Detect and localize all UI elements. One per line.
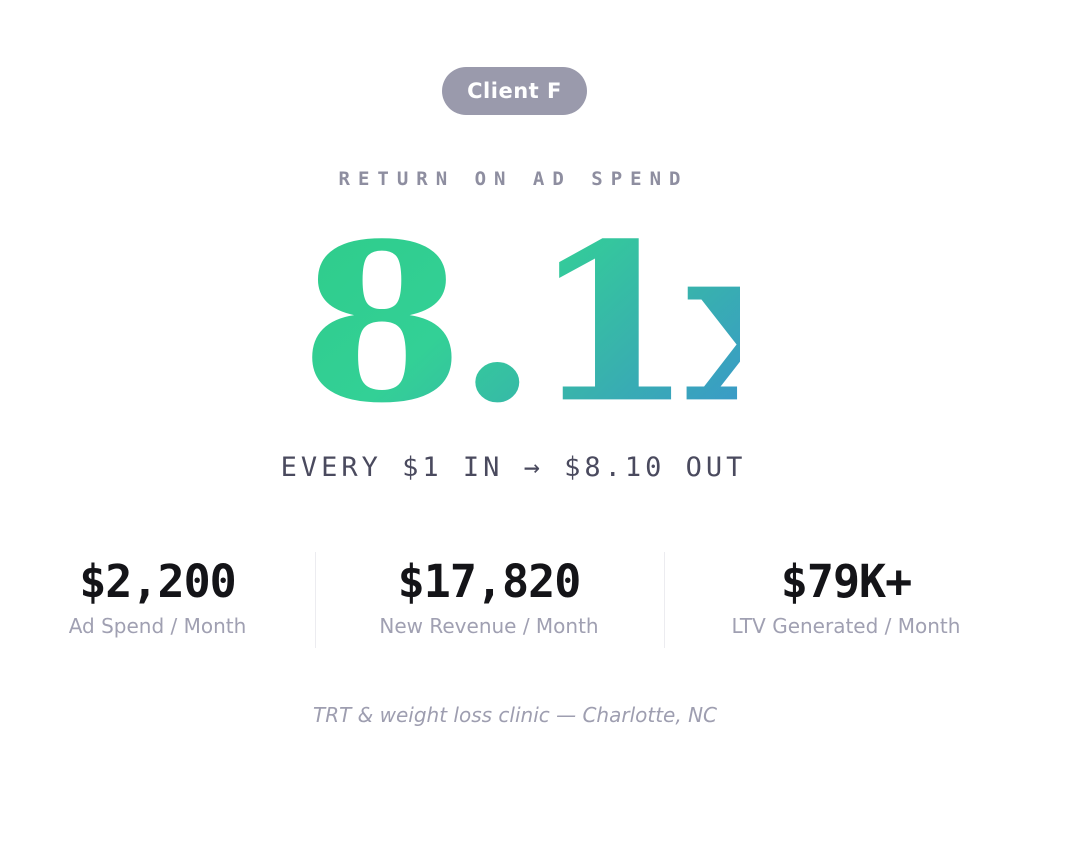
roas-label: RETURN ON AD SPEND <box>338 168 689 190</box>
stat-label: Ad Spend / Month <box>68 614 247 638</box>
client-description: TRT & weight loss clinic — Charlotte, NC <box>312 703 717 727</box>
divider <box>315 552 316 648</box>
stat-ad-spend: $2,200 Ad Spend / Month <box>40 555 275 638</box>
divider <box>664 552 665 648</box>
stat-value: $17,820 <box>397 555 582 608</box>
roas-value: 8.1x <box>300 195 827 451</box>
stat-label: New Revenue / Month <box>379 614 599 638</box>
stat-value: $2,200 <box>79 555 237 608</box>
client-badge: Client F <box>442 67 587 115</box>
stat-value: $79K+ <box>780 555 912 608</box>
roas-explanation: EVERY $1 IN → $8.10 OUT <box>280 452 747 483</box>
stat-label: LTV Generated / Month <box>731 614 961 638</box>
stat-ltv: $79K+ LTV Generated / Month <box>706 555 986 638</box>
stat-new-revenue: $17,820 New Revenue / Month <box>355 555 623 638</box>
